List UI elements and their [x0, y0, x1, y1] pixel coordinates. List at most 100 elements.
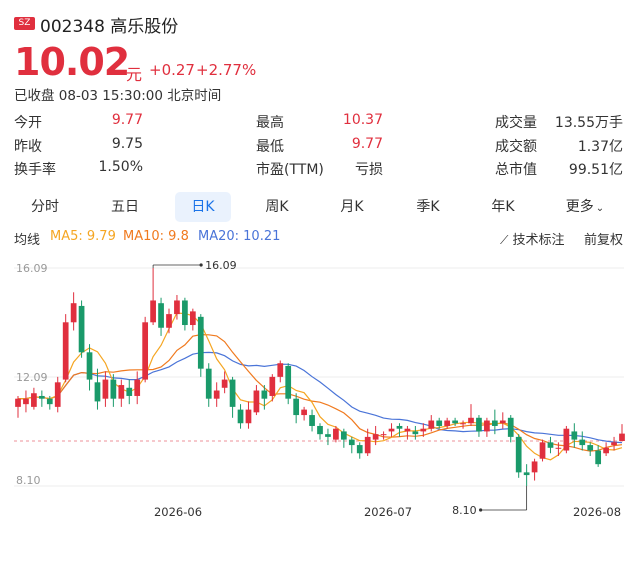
- period-tabs: 分时 五日 日K 周K 月K 季K 年K 更多 ⌄: [0, 192, 638, 222]
- ma20-value: MA20: 10.21: [198, 229, 281, 244]
- stat-label: 总市值: [495, 162, 537, 178]
- candle-body: [523, 472, 530, 476]
- kline-chart[interactable]: 16.09 12.09 8.10 16.09 8.10 2026-06 2026-07 202…: [0, 250, 638, 530]
- max-annotation: 16.09: [205, 259, 237, 272]
- candle-body: [364, 436, 371, 454]
- candle-body: [285, 365, 292, 399]
- candle-body: [420, 428, 427, 432]
- stat-label: 市盈(TTM): [256, 162, 324, 178]
- candle-body: [563, 428, 570, 451]
- stat-value: 1.37亿: [577, 139, 623, 155]
- candle-body: [15, 398, 21, 407]
- candle-body: [54, 382, 61, 407]
- candle-body: [428, 420, 435, 429]
- candle-body: [404, 428, 411, 432]
- candle-body: [460, 423, 466, 425]
- candle-body: [555, 447, 562, 449]
- stat-value: 9.77: [111, 112, 143, 128]
- tab-7[interactable]: 更多 ⌄: [559, 192, 611, 222]
- candle-body: [182, 300, 188, 326]
- candle-body: [126, 387, 133, 396]
- candle-body: [476, 417, 482, 432]
- candle-body: [380, 434, 387, 436]
- candle-body: [444, 420, 451, 426]
- candle-body: [388, 428, 395, 432]
- x-tick-label: 2026-08: [573, 505, 621, 519]
- candle-body: [221, 379, 228, 388]
- price-change: +0.27: [149, 61, 195, 79]
- min-marker-dot: [479, 508, 483, 512]
- candle-body: [507, 417, 514, 437]
- candle-body: [372, 434, 379, 440]
- tab-3[interactable]: 周K: [251, 192, 303, 222]
- candle-body: [531, 461, 538, 473]
- candle-body: [118, 385, 125, 399]
- ma10-value: MA10: 9.8: [123, 229, 189, 244]
- tab-label: 周K: [265, 199, 289, 215]
- candle-body: [245, 409, 252, 424]
- tab-label: 日K: [191, 199, 215, 215]
- stat-label: 最高: [256, 115, 284, 131]
- candle-body: [261, 390, 268, 399]
- market-status: 已收盘 08-03 15:30:00 北京时间: [14, 88, 222, 104]
- candle-body: [317, 425, 323, 435]
- candle-body: [325, 434, 331, 437]
- tab-label: 分时: [31, 199, 59, 215]
- price-unit: 元: [126, 65, 143, 84]
- y-tick-label: 8.10: [16, 474, 41, 487]
- candle-body: [603, 447, 609, 454]
- candle-body: [134, 379, 141, 396]
- tab-2[interactable]: 日K: [175, 192, 231, 222]
- candle-body: [595, 450, 602, 465]
- tab-4[interactable]: 月K: [326, 192, 378, 222]
- tab-label: 季K: [416, 199, 440, 215]
- stat-label: 换手率: [14, 162, 56, 178]
- candle-body: [38, 395, 45, 399]
- tab-6[interactable]: 年K: [477, 192, 529, 222]
- x-tick-label: 2026-06: [154, 505, 202, 519]
- candle-body: [301, 409, 307, 416]
- candle-body: [70, 303, 77, 323]
- tech-annotation-label: 技术标注: [512, 233, 565, 248]
- candle-body: [213, 390, 220, 399]
- candle-body: [587, 445, 594, 451]
- stat-label: 昨收: [14, 139, 42, 155]
- tab-0[interactable]: 分时: [19, 192, 71, 222]
- tab-1[interactable]: 五日: [99, 192, 151, 222]
- candle-body: [189, 311, 196, 326]
- adjust-button[interactable]: 前复权: [584, 233, 624, 248]
- stat-value: 9.75: [111, 136, 143, 152]
- candle-body: [547, 442, 554, 448]
- tech-annotation-button[interactable]: ⟋ 技术标注: [500, 229, 565, 248]
- y-tick-label: 16.09: [16, 262, 48, 275]
- candle-body: [229, 379, 236, 407]
- candle-body: [62, 322, 69, 380]
- candle-body: [348, 439, 355, 446]
- x-tick-label: 2026-07: [364, 505, 412, 519]
- tab-label: 月K: [340, 199, 364, 215]
- candle-body: [436, 420, 443, 426]
- ma-label: 均线: [14, 233, 41, 248]
- ma5-value: MA5: 9.79: [50, 229, 116, 244]
- candle-body: [468, 417, 474, 424]
- stat-label: 最低: [256, 139, 284, 155]
- stat-value: 1.50%: [98, 159, 143, 175]
- tab-label: 年K: [491, 199, 515, 215]
- candle-body: [515, 436, 522, 473]
- candle-body: [86, 352, 93, 380]
- candle-body: [150, 300, 156, 323]
- tab-5[interactable]: 季K: [402, 192, 454, 222]
- candle-body: [277, 363, 284, 377]
- candle-body: [611, 442, 617, 446]
- min-annotation: 8.10: [452, 504, 477, 517]
- candle-body: [94, 382, 101, 402]
- tab-label: 五日: [111, 199, 139, 215]
- candle-body: [31, 393, 37, 407]
- max-marker-dot: [199, 263, 203, 267]
- candle-body: [269, 376, 276, 396]
- candle-body: [293, 398, 300, 416]
- stat-value: 13.55万手: [554, 115, 623, 131]
- candle-body: [197, 316, 204, 369]
- tab-label: 更多: [565, 199, 594, 215]
- candle-body: [205, 368, 212, 399]
